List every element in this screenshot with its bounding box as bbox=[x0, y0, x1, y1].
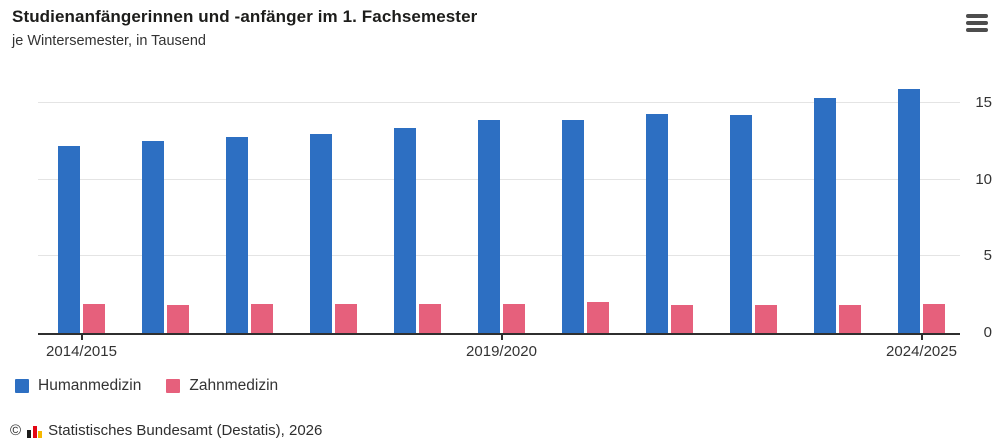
copyright-symbol: © bbox=[10, 422, 22, 439]
bar-zahnmedizin-2016/2017[interactable] bbox=[251, 303, 273, 333]
bar-humanmedizin-2023/2024[interactable] bbox=[814, 98, 836, 333]
bar-zahnmedizin-2019/2020[interactable] bbox=[503, 303, 525, 333]
x-axis-tick-label-2024/2025: 2024/2025 bbox=[886, 343, 957, 360]
y-axis-tick-label-0: 0 bbox=[983, 324, 992, 341]
source-text: Statistisches Bundesamt (Destatis), 2026 bbox=[48, 422, 323, 439]
bar-humanmedizin-2014/2015[interactable] bbox=[58, 145, 80, 333]
bar-humanmedizin-2015/2016[interactable] bbox=[142, 141, 164, 333]
x-tick-2024/2025 bbox=[920, 335, 923, 340]
legend-swatch-humanmedizin bbox=[15, 379, 29, 393]
bar-humanmedizin-2021/2022[interactable] bbox=[646, 113, 668, 333]
bar-zahnmedizin-2015/2016[interactable] bbox=[167, 305, 189, 333]
bar-zahnmedizin-2021/2022[interactable] bbox=[671, 305, 693, 333]
plot-area bbox=[38, 70, 960, 335]
hamburger-icon bbox=[966, 27, 988, 33]
bar-humanmedizin-2022/2023[interactable] bbox=[730, 115, 752, 333]
source-line: © Statistisches Bundesamt (Destatis), 20… bbox=[10, 422, 322, 439]
bar-humanmedizin-2018/2019[interactable] bbox=[394, 127, 416, 333]
gridline-15 bbox=[38, 101, 960, 103]
y-axis-tick-label-10: 10 bbox=[975, 170, 992, 188]
hamburger-icon bbox=[966, 13, 988, 19]
destatis-logo-icon bbox=[27, 424, 43, 438]
bar-zahnmedizin-2017/2018[interactable] bbox=[335, 303, 357, 333]
legend-item-humanmedizin[interactable]: Humanmedizin bbox=[15, 377, 141, 395]
bar-zahnmedizin-2024/2025[interactable] bbox=[923, 303, 945, 333]
chart-title: Studienanfängerinnen und -anfänger im 1.… bbox=[12, 7, 478, 26]
bar-zahnmedizin-2014/2015[interactable] bbox=[83, 303, 105, 333]
legend-swatch-zahnmedizin bbox=[166, 379, 181, 393]
legend: Humanmedizin Zahnmedizin bbox=[15, 377, 278, 395]
legend-item-zahnmedizin[interactable]: Zahnmedizin bbox=[166, 377, 278, 395]
hamburger-icon bbox=[966, 20, 988, 26]
x-axis-tick-label-2014/2015: 2014/2015 bbox=[46, 343, 117, 360]
y-axis-tick-label-5: 5 bbox=[983, 247, 992, 265]
bar-zahnmedizin-2018/2019[interactable] bbox=[419, 303, 441, 333]
bar-humanmedizin-2016/2017[interactable] bbox=[226, 136, 248, 333]
y-axis-tick-label-15: 15 bbox=[975, 93, 992, 111]
x-axis-tick-label-2019/2020: 2019/2020 bbox=[466, 343, 537, 360]
chart-subtitle: je Wintersemester, in Tausend bbox=[12, 33, 206, 49]
x-tick-2014/2015 bbox=[80, 335, 83, 340]
bar-zahnmedizin-2022/2023[interactable] bbox=[755, 305, 777, 333]
legend-label-humanmedizin: Humanmedizin bbox=[38, 377, 142, 394]
bar-zahnmedizin-2020/2021[interactable] bbox=[587, 302, 609, 333]
x-tick-2019/2020 bbox=[500, 335, 503, 340]
bar-humanmedizin-2020/2021[interactable] bbox=[562, 119, 584, 333]
bar-humanmedizin-2017/2018[interactable] bbox=[310, 133, 332, 333]
legend-label-zahnmedizin: Zahnmedizin bbox=[189, 377, 279, 394]
bar-zahnmedizin-2023/2024[interactable] bbox=[839, 305, 861, 333]
bar-humanmedizin-2024/2025[interactable] bbox=[898, 89, 920, 333]
chart-menu-button[interactable] bbox=[963, 10, 991, 36]
bar-humanmedizin-2019/2020[interactable] bbox=[478, 119, 500, 333]
